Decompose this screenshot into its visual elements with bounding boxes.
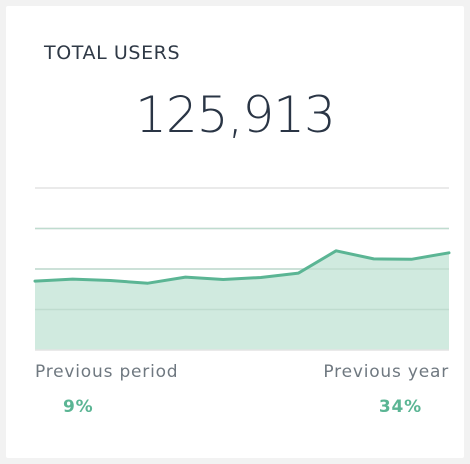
previous-period-label: Previous period (35, 362, 179, 382)
card-title: TOTAL USERS (44, 42, 181, 64)
total-users-value: 125,913 (135, 86, 336, 144)
chart-area-fill (35, 250, 449, 350)
previous-year-change: 34% (378, 397, 422, 417)
chart-gridlines-overlay (35, 227, 449, 311)
previous-year-label: Previous year (323, 362, 449, 382)
total-users-card: TOTAL USERS 125,913 Previous period Prev… (6, 6, 464, 458)
users-area-chart (33, 187, 451, 351)
previous-period-change: 9% (63, 397, 94, 417)
chart-series-line (33, 249, 451, 285)
